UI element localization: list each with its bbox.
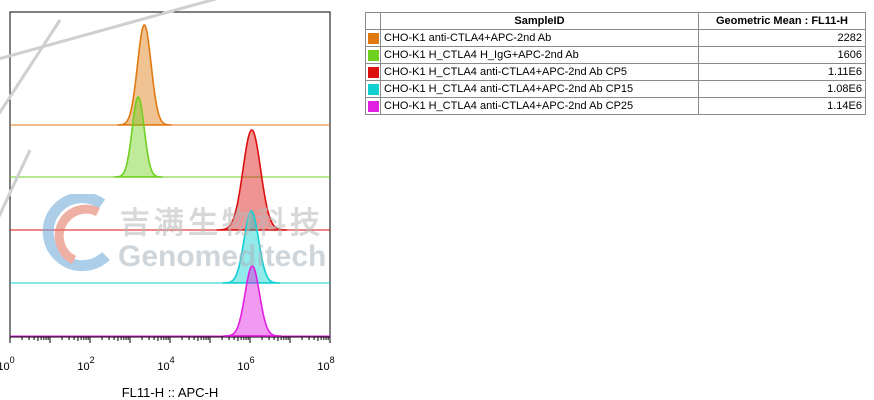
- x-tick-label-5: 108: [317, 355, 334, 373]
- x-tick-label-1: 100: [0, 355, 15, 373]
- x-axis-label: FL11-H :: APC-H: [122, 385, 219, 400]
- legend-header-sample: SampleID: [380, 12, 699, 30]
- legend-sample-id: CHO-K1 H_CTLA4 H_IgG+APC-2nd Ab: [380, 46, 699, 64]
- x-tick-label-3: 104: [157, 355, 174, 373]
- legend-swatch-cell: [365, 97, 381, 115]
- histogram-series-5: [223, 265, 282, 337]
- legend-color-swatch: [367, 32, 379, 44]
- legend-header-swatch: [365, 12, 381, 30]
- legend-header-mean: Geometric Mean : FL11-H: [698, 12, 866, 30]
- legend-color-swatch: [367, 66, 379, 78]
- legend-geometric-mean: 1.11E6: [698, 63, 866, 81]
- legend-header-row: SampleID Geometric Mean : FL11-H: [365, 12, 866, 30]
- legend-color-swatch: [367, 83, 379, 95]
- legend-row: CHO-K1 H_CTLA4 anti-CTLA4+APC-2nd Ab CP1…: [365, 80, 866, 98]
- legend-row: CHO-K1 H_CTLA4 anti-CTLA4+APC-2nd Ab CP2…: [365, 97, 866, 115]
- legend-sample-id: CHO-K1 H_CTLA4 anti-CTLA4+APC-2nd Ab CP1…: [380, 80, 699, 98]
- plot-frame: [9, 11, 331, 338]
- legend-geometric-mean: 1.14E6: [698, 97, 866, 115]
- legend-sample-id: CHO-K1 anti-CTLA4+APC-2nd Ab: [380, 29, 699, 47]
- legend-swatch-cell: [365, 63, 381, 81]
- legend-color-swatch: [367, 49, 379, 61]
- histogram-series-4: [222, 210, 281, 284]
- legend-swatch-cell: [365, 80, 381, 98]
- legend-geometric-mean: 1606: [698, 46, 866, 64]
- x-tick-label-4: 106: [237, 355, 254, 373]
- legend-row: CHO-K1 H_CTLA4 H_IgG+APC-2nd Ab 1606: [365, 46, 866, 64]
- legend-row: CHO-K1 anti-CTLA4+APC-2nd Ab 2282: [365, 29, 866, 47]
- x-tick-label-2: 102: [77, 355, 94, 373]
- legend-row: CHO-K1 H_CTLA4 anti-CTLA4+APC-2nd Ab CP5…: [365, 63, 866, 81]
- legend-geometric-mean: 1.08E6: [698, 80, 866, 98]
- legend-table: SampleID Geometric Mean : FL11-H CHO-K1 …: [365, 12, 866, 115]
- legend-sample-id: CHO-K1 H_CTLA4 anti-CTLA4+APC-2nd Ab CP2…: [380, 97, 699, 115]
- histogram-series-3: [216, 129, 288, 231]
- legend-swatch-cell: [365, 29, 381, 47]
- legend-geometric-mean: 2282: [698, 29, 866, 47]
- histogram-series-2: [114, 96, 163, 178]
- legend-sample-id: CHO-K1 H_CTLA4 anti-CTLA4+APC-2nd Ab CP5: [380, 63, 699, 81]
- legend-color-swatch: [367, 100, 379, 112]
- legend-swatch-cell: [365, 46, 381, 64]
